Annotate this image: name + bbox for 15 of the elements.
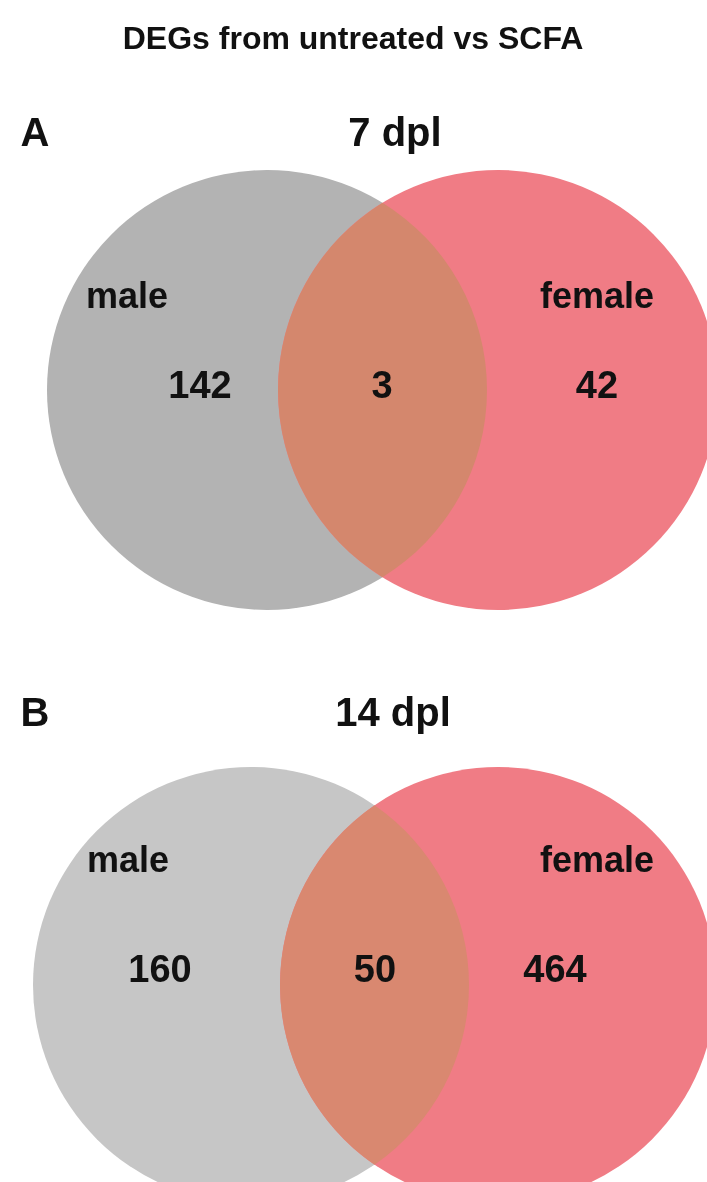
category-label: female [539, 274, 655, 316]
text: B [20, 690, 50, 735]
text: A [20, 110, 50, 155]
text: 7 dpl [348, 110, 442, 155]
data-label: 142 [168, 364, 232, 407]
text: DEGs from untreated vs SCFA [122, 19, 584, 56]
data-label: 50 [353, 948, 397, 991]
text: 14 dpl [335, 690, 451, 735]
category-label: male [85, 274, 169, 316]
data-label: 464 [523, 948, 587, 991]
category-label: male [86, 838, 170, 880]
data-label: 160 [128, 948, 192, 991]
data-label: 3 [371, 364, 393, 407]
category-label: female [539, 838, 655, 880]
data-label: 42 [575, 364, 619, 407]
